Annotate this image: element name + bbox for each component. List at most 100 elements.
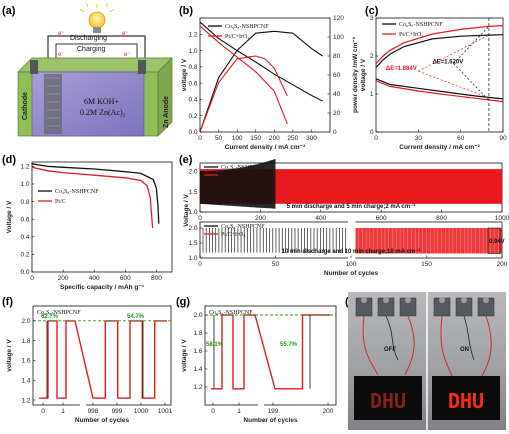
electron-label-2: e⁻	[122, 31, 129, 37]
b-xlabel: Current density / mA cm⁻²	[225, 144, 306, 151]
c-guide-diagonal	[418, 34, 490, 72]
battery-schematic: Discharging Charging e⁻ e⁻ e⁻ e⁻ Cathode…	[17, 2, 173, 137]
bulb-base	[93, 27, 101, 33]
e-bottom-legend-label: Pt/C+IrO₂	[221, 232, 245, 238]
d-legend-label: Pt/C	[55, 199, 66, 205]
d-ytick-label: 0.2	[20, 252, 29, 259]
panel-label-g: (g)	[176, 296, 190, 308]
b-xtick-label: 200	[269, 135, 280, 142]
c-legend-label: Co₉S₈-NSHPCNF	[399, 22, 443, 28]
panel-e-cycling-chart: 5 min discharge and 5 min charge;2 mA cm…	[183, 158, 509, 277]
cathode-plate	[44, 74, 62, 134]
b-ytick-label: 0.4	[188, 97, 197, 104]
d-ytick-label: 0.0	[20, 269, 29, 276]
electron-label-1: e⁻	[58, 31, 65, 37]
d-ytick-label: 1.0	[20, 181, 29, 188]
c-xtick-label: 0	[374, 135, 378, 142]
e-bottom-xtick-label: 200	[497, 261, 508, 268]
led-board-on	[432, 376, 500, 420]
e-top-xtick-label: 800	[436, 215, 447, 222]
b-xtick-label: 250	[287, 135, 298, 142]
b-right-ytick-label: 120	[333, 15, 344, 22]
e-top-xtick-label: 0	[198, 215, 202, 222]
d-ytick-label: 0.4	[20, 234, 29, 241]
f-ytick-label: 1.2	[21, 397, 30, 404]
c-xtick-label: 60	[457, 135, 465, 142]
charging-label: Charging	[77, 46, 106, 53]
d-xtick-label: 400	[89, 275, 100, 282]
d-ytick-label: 0.6	[20, 216, 29, 223]
c-xtick-label: 90	[499, 135, 507, 142]
c-plot-frame	[375, 17, 504, 133]
c-guide-diagonal	[418, 70, 490, 99]
b-plot-frame	[199, 17, 331, 133]
panel-g-cycle-detail-chart: 58.1% 55.7% Co₉S₈-NSHPCNF 0 1 199 200 1.2 1.4 1.6…	[181, 305, 337, 424]
b-right-ytick-label: 0	[333, 129, 337, 136]
panel-b-polarization-chart: 0 50 100 150 200 250 300 0.0 0.2 0.4 0.6 0.8 1.0 1.2 0…	[181, 15, 359, 151]
b-ylabel: voltage / V	[181, 58, 188, 91]
off-label: OFF	[384, 347, 396, 353]
panel-d-capacity-chart: 0 200 400 600 800 0.0 0.2 0.4 0.6 0.8 1.0 1.2 Specif…	[6, 161, 173, 291]
e-bottom-gap-box	[487, 227, 501, 254]
e-bottom-xtick-label: 0	[198, 261, 202, 268]
e-top-ytick-label: 1.5	[188, 189, 197, 196]
b-right-ytick-label: 20	[333, 110, 341, 117]
c-ytick-label: 3	[370, 15, 374, 22]
b-ytick-label: 0.8	[188, 64, 197, 71]
e-xlabel: Number of cycles	[324, 270, 379, 277]
b-right-ytick-label: 40	[333, 91, 341, 98]
led-text-off: DHU	[370, 389, 406, 413]
panel-label-c: (c)	[365, 5, 379, 17]
e-top-legend-label: Co₉S₈-NSHPCNF	[221, 165, 265, 171]
e-bottom-xtick-label: 100	[346, 261, 357, 268]
b-xtick-label: 100	[232, 135, 243, 142]
b-y2label: power density /mW cm⁻²	[352, 36, 359, 113]
c-ytick-label: 1	[370, 91, 374, 98]
g-annotation: 58.1%	[206, 342, 224, 348]
b-xtick-label: 0	[198, 135, 202, 142]
cathode-label: Cathode	[22, 92, 29, 120]
panel-c-charge-discharge-chart: ΔE=1.884V ΔE=1.620V 0 30 60 90 0 1 2 3 Current den…	[360, 15, 507, 151]
e-top-ytick-label: 1.0	[188, 209, 197, 216]
panel-label-f: (f)	[2, 296, 13, 308]
b-xtick-label: 150	[250, 135, 261, 142]
b-ytick-label: 1.0	[188, 48, 197, 55]
d-series-line	[31, 163, 160, 224]
d-ylabel: Voltage / V	[6, 200, 13, 233]
e-bottom-ytick-label: 2.0	[188, 225, 197, 232]
c-annotation: ΔE=1.620V	[432, 60, 463, 66]
g-legend-label: Co₉S₈-NSHPCNF	[209, 310, 253, 316]
g-xtick-label: 0	[211, 408, 215, 415]
led-text-on: DHU	[448, 389, 484, 413]
e-bottom-legend-label: Co₉S₈-NSHPCNF	[221, 224, 265, 230]
f-ytick-label: 1.6	[21, 358, 30, 365]
b-xtick-label: 300	[306, 135, 317, 142]
g-annotation: 55.7%	[280, 342, 298, 348]
c-legend-label: Pt/C+IrO₂	[399, 32, 423, 38]
e-bottom-ytick-label: 1.5	[188, 240, 197, 247]
c-series-line-charge	[375, 25, 504, 65]
g-ytick-label: 1.4	[193, 366, 202, 373]
lightbulb-icon	[88, 11, 106, 29]
e-top-ptc-band	[200, 158, 276, 209]
electron-label-4: e⁻	[124, 52, 131, 58]
on-label: ON	[460, 347, 469, 353]
d-ytick-label: 0.8	[20, 199, 29, 206]
f-xtick-label: 1001	[158, 408, 173, 415]
c-series-line-discharge	[375, 78, 504, 100]
g-xtick-label: 200	[323, 408, 334, 415]
panel-f-step-trace	[39, 320, 167, 399]
d-ytick-label: 1.2	[20, 164, 29, 171]
d-xtick-label: 800	[151, 275, 162, 282]
panel-f-cycle-detail-chart: 62.7% 54.7% Co₉S₈-NSHPCNF 0 1 998 999 1000 1001 1…	[6, 305, 173, 424]
anode-label: Zn Anode	[163, 96, 170, 128]
f-ytick-label: 1.4	[21, 377, 30, 384]
e-top-xtick-label: 400	[315, 215, 326, 222]
b-series-line-power	[199, 55, 288, 133]
d-xtick-label: 600	[120, 275, 131, 282]
e-top-xtick-label: 200	[255, 215, 266, 222]
e-top-ytick-label: 2.0	[188, 168, 197, 175]
g-ytick-label: 1.8	[193, 330, 202, 337]
b-ytick-label: 0.0	[188, 129, 197, 136]
d-series-line	[31, 166, 154, 229]
